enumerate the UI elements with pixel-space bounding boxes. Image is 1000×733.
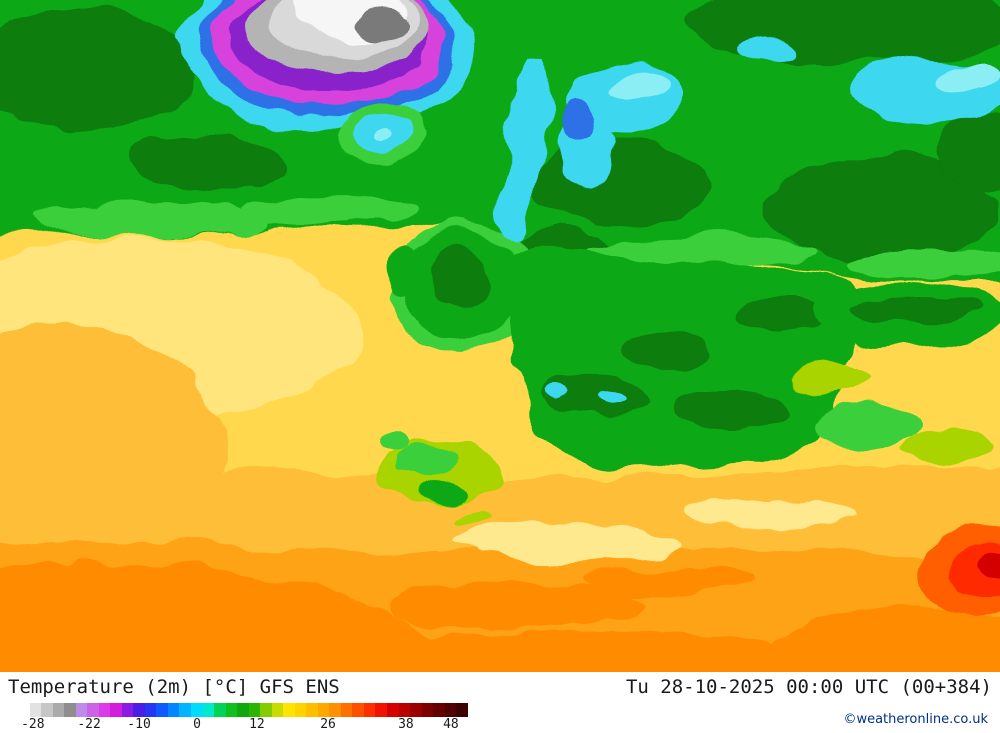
weather-map — [0, 0, 1000, 672]
legend-segment — [110, 703, 122, 717]
legend-tick-label: 48 — [443, 717, 459, 732]
legend-segment — [271, 703, 284, 717]
legend-segment — [363, 703, 376, 717]
map-title: Temperature (2m) [°C] GFS ENS — [8, 676, 340, 698]
legend-segment — [433, 703, 445, 717]
legend-segment — [352, 703, 364, 717]
temperature-legend: -28 -22 -10 0 12 26 38 48 — [18, 703, 468, 732]
legend-segment — [283, 703, 295, 717]
temperature-field-graphic — [0, 0, 1000, 672]
footer: Temperature (2m) [°C] GFS ENS Tu 28-10-2… — [0, 672, 1000, 733]
legend-segment — [317, 703, 330, 717]
legend-segment — [29, 703, 42, 717]
legend-segment — [87, 703, 99, 717]
legend-segment — [41, 703, 53, 717]
legend-segment — [98, 703, 111, 717]
legend-tick-label: 0 — [193, 717, 202, 732]
legend-segment — [387, 703, 399, 717]
legend-segment — [156, 703, 168, 717]
legend-segment — [237, 703, 249, 717]
legend-segment — [421, 703, 434, 717]
legend-segment — [75, 703, 88, 717]
temperature-regions — [0, 0, 1000, 672]
legend-segment — [179, 703, 191, 717]
legend-segment — [248, 703, 261, 717]
legend-segment — [410, 703, 422, 717]
legend-segment — [225, 703, 238, 717]
legend-segment — [456, 703, 468, 717]
run-timestamp: Tu 28-10-2025 00:00 UTC (00+384) — [625, 676, 992, 698]
legend-segment — [260, 703, 272, 717]
legend-segment — [18, 703, 30, 717]
legend-tick-label: -22 — [77, 717, 101, 732]
copyright-link[interactable]: ©weatheronline.co.uk — [843, 712, 988, 727]
footer-caption-row: Temperature (2m) [°C] GFS ENS Tu 28-10-2… — [0, 672, 1000, 698]
legend-segment — [144, 703, 157, 717]
legend-tick-label: -28 — [21, 717, 45, 732]
legend-segment — [375, 703, 387, 717]
legend-tick-label: 12 — [249, 717, 265, 732]
legend-segment — [190, 703, 203, 717]
legend-segment — [64, 703, 76, 717]
legend-segment — [167, 703, 180, 717]
legend-colorbar — [18, 703, 468, 717]
legend-segment — [52, 703, 65, 717]
legend-segment — [306, 703, 318, 717]
legend-segment — [121, 703, 134, 717]
legend-segment — [340, 703, 353, 717]
legend-segment — [329, 703, 341, 717]
legend-tick-label: 38 — [398, 717, 414, 732]
legend-ticks: -28 -22 -10 0 12 26 38 48 — [18, 717, 468, 732]
legend-segment — [294, 703, 307, 717]
legend-segment — [202, 703, 215, 717]
legend-tick-label: 26 — [320, 717, 336, 732]
legend-segment — [444, 703, 457, 717]
legend-tick-label: -10 — [127, 717, 151, 732]
legend-segment — [398, 703, 411, 717]
legend-segment — [133, 703, 145, 717]
legend-segment — [214, 703, 226, 717]
